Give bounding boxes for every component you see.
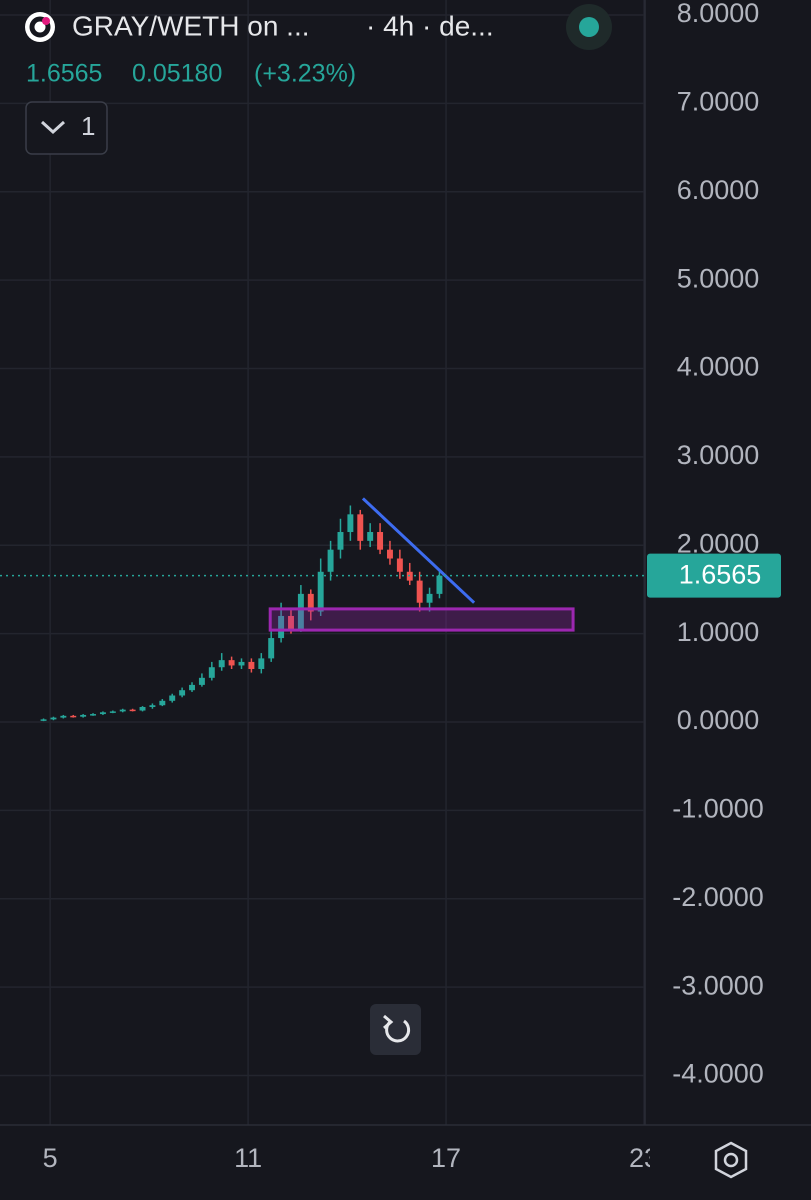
y-tick-label: 3.0000 bbox=[677, 440, 760, 470]
y-tick-label: -1.0000 bbox=[672, 794, 764, 824]
candle-body bbox=[99, 712, 106, 715]
candle-body bbox=[278, 615, 285, 639]
y-tick-label: 5.0000 bbox=[677, 263, 760, 293]
candle-body bbox=[159, 700, 166, 706]
candle-body bbox=[317, 571, 324, 612]
candle-body bbox=[327, 549, 334, 572]
candle-body bbox=[436, 575, 443, 594]
candle-body bbox=[357, 514, 364, 541]
chevron-icon bbox=[40, 120, 66, 135]
settings-button[interactable] bbox=[714, 1141, 748, 1179]
y-tick-label: -2.0000 bbox=[672, 882, 764, 912]
candle-body bbox=[139, 706, 146, 711]
candle-body bbox=[367, 532, 374, 541]
indicator-toggle[interactable] bbox=[25, 101, 108, 155]
candle-body bbox=[238, 661, 245, 666]
logo-dot bbox=[42, 17, 50, 25]
reset-button[interactable] bbox=[370, 1004, 421, 1055]
last-price-tag bbox=[647, 553, 781, 598]
settings-icon bbox=[723, 1152, 739, 1168]
candle-body bbox=[50, 717, 57, 720]
x-tick-label: 23 bbox=[629, 1143, 659, 1173]
candle-body bbox=[80, 714, 87, 717]
y-tick-label: -3.0000 bbox=[672, 970, 764, 1000]
candle-body bbox=[396, 558, 403, 572]
y-tick-label: 7.0000 bbox=[677, 87, 760, 117]
candle-body bbox=[297, 593, 304, 630]
status-dot bbox=[579, 17, 599, 37]
candle-body bbox=[169, 695, 176, 701]
y-tick-label: 8.0000 bbox=[677, 0, 760, 28]
y-tick-label: 0.0000 bbox=[677, 705, 760, 735]
candle-body bbox=[129, 709, 136, 712]
candle-body bbox=[268, 638, 275, 659]
candle-body bbox=[347, 514, 354, 533]
candle-body bbox=[90, 714, 97, 716]
price-change-percent: (+3.23%) bbox=[254, 60, 356, 88]
candle-body bbox=[258, 658, 265, 669]
candle-body bbox=[189, 684, 195, 691]
y-tick-label: 6.0000 bbox=[677, 175, 760, 205]
last-price: 1.6565 bbox=[26, 60, 102, 88]
candle-body bbox=[70, 715, 77, 718]
candle-body bbox=[119, 709, 126, 712]
candle-body bbox=[288, 615, 294, 630]
candle-body bbox=[387, 549, 393, 559]
indicator-count: 1 bbox=[81, 111, 95, 141]
candle-body bbox=[426, 593, 433, 603]
interval[interactable]: · 4h · de... bbox=[366, 10, 494, 41]
candle-body bbox=[416, 580, 423, 603]
symbol-title[interactable]: GRAY/WETH on ... bbox=[72, 10, 310, 41]
last-price-label: 1.6565 bbox=[679, 560, 762, 590]
candle-body bbox=[248, 661, 255, 669]
candle-body bbox=[40, 719, 47, 721]
trend-line bbox=[361, 497, 476, 604]
candle-body bbox=[337, 532, 344, 550]
candle-body bbox=[307, 593, 314, 612]
y-tick-label: 2.0000 bbox=[677, 528, 760, 558]
y-tick-label: 4.0000 bbox=[677, 352, 760, 382]
support-zone bbox=[268, 607, 575, 632]
y-tick-label: -4.0000 bbox=[672, 1059, 764, 1089]
reset-icon bbox=[385, 1019, 411, 1043]
candle-body bbox=[228, 660, 235, 666]
x-tick-label: 17 bbox=[431, 1143, 461, 1173]
x-tick-label: 5 bbox=[43, 1143, 58, 1173]
candle-body bbox=[179, 690, 186, 696]
candle-body bbox=[218, 660, 225, 668]
candle-body bbox=[149, 705, 156, 707]
candle-body bbox=[60, 715, 67, 718]
candle-body bbox=[109, 711, 116, 713]
price-change: 0.05180 bbox=[132, 60, 222, 88]
candle-body bbox=[208, 667, 215, 678]
x-tick-label: 11 bbox=[234, 1143, 262, 1173]
candle-body bbox=[198, 677, 205, 685]
y-tick-label: 1.0000 bbox=[677, 617, 760, 647]
logo-mark bbox=[29, 16, 51, 38]
candle-body bbox=[377, 532, 384, 550]
reset-icon-arrow bbox=[383, 1014, 394, 1030]
